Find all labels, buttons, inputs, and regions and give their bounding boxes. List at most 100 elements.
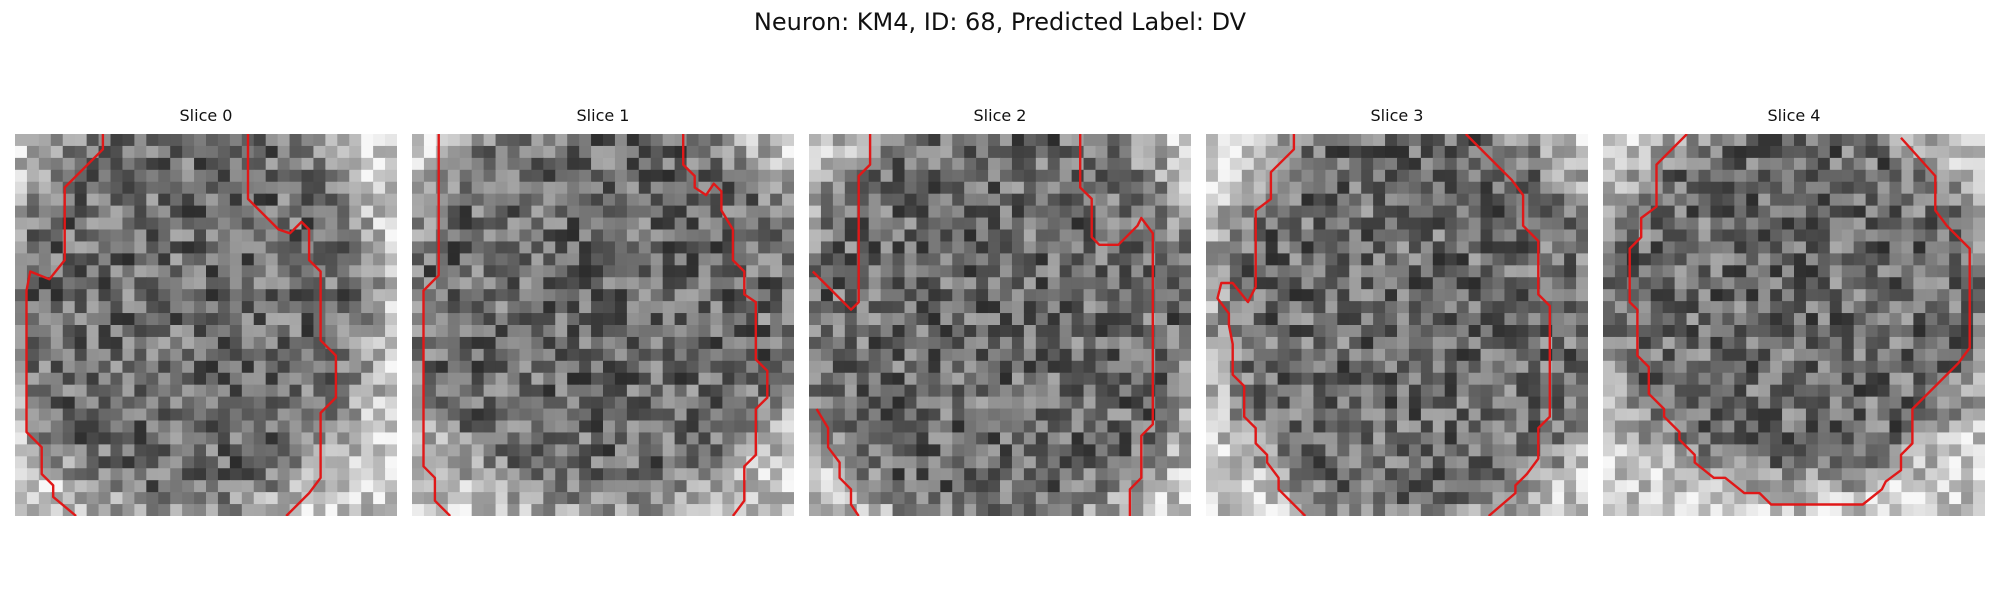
pixel-cell <box>579 504 592 516</box>
pixel-cell <box>1385 145 1398 159</box>
pixel-cell <box>1000 289 1013 302</box>
pixel-cell <box>241 205 255 219</box>
pixel-cell <box>86 301 100 314</box>
pixel-cell <box>146 253 159 266</box>
pixel-cell <box>325 181 338 195</box>
pixel-cell <box>1770 420 1783 434</box>
pixel-cell <box>1289 504 1303 516</box>
pixel-cell <box>1710 420 1723 434</box>
pixel-cell <box>1758 408 1771 422</box>
pixel-cell <box>1504 396 1517 410</box>
pixel-cell <box>1023 145 1037 159</box>
pixel-cell <box>423 265 437 278</box>
pixel-cell <box>1456 277 1470 290</box>
pixel-cell <box>603 134 616 147</box>
pixel-cell <box>277 289 291 302</box>
pixel-cell <box>1468 301 1482 314</box>
pixel-cell <box>1011 241 1025 254</box>
pixel-cell <box>182 265 195 278</box>
pixel-cell <box>1011 134 1025 147</box>
pixel-cell <box>1206 181 1219 195</box>
pixel-cell <box>158 336 171 350</box>
pixel-cell <box>579 480 592 493</box>
pixel-cell <box>1083 336 1097 350</box>
pixel-cell <box>170 241 183 254</box>
pixel-cell <box>1361 456 1374 469</box>
pixel-cell <box>1361 360 1374 374</box>
pixel-cell <box>1782 229 1795 243</box>
pixel-cell <box>182 480 195 493</box>
pixel-cell <box>940 384 953 398</box>
pixel-cell <box>1083 396 1097 410</box>
pixel-cell <box>662 372 676 386</box>
pixel-cell <box>1614 229 1628 243</box>
pixel-cell <box>1253 396 1267 410</box>
pixel-cell <box>638 277 652 290</box>
pixel-cell <box>1167 360 1180 374</box>
pixel-cell <box>1301 348 1315 362</box>
pixel-cell <box>1698 301 1712 314</box>
pixel-cell <box>1277 420 1291 434</box>
pixel-cell <box>74 432 88 445</box>
pixel-cell <box>1650 348 1664 362</box>
pixel-cell <box>86 241 100 254</box>
pixel-cell <box>832 325 846 338</box>
pixel-cell <box>265 145 279 159</box>
pixel-cell <box>1385 348 1398 362</box>
pixel-cell <box>1925 253 1938 266</box>
pixel-cell <box>1059 301 1073 314</box>
pixel-cell <box>1734 265 1747 278</box>
pixel-cell <box>15 504 28 516</box>
pixel-cell <box>217 181 231 195</box>
pixel-cell <box>1119 432 1132 445</box>
pixel-cell <box>158 313 171 326</box>
pixel-cell <box>1023 205 1037 219</box>
pixel-cell <box>134 265 147 278</box>
pixel-cell <box>1059 277 1073 290</box>
pixel-cell <box>1794 313 1807 326</box>
pixel-cell <box>265 336 279 350</box>
pixel-cell <box>1674 277 1688 290</box>
pixel-cell <box>567 241 580 254</box>
pixel-cell <box>832 420 846 434</box>
pixel-cell <box>423 420 437 434</box>
pixel-cell <box>277 348 291 362</box>
pixel-cell <box>964 480 977 493</box>
pixel-cell <box>38 253 52 266</box>
pixel-cell <box>1949 408 1962 422</box>
pixel-cell <box>952 456 965 469</box>
pixel-cell <box>423 456 437 469</box>
pixel-cell <box>1408 360 1422 374</box>
pixel-cell <box>844 193 858 207</box>
pixel-cell <box>483 468 497 481</box>
pixel-cell <box>1961 253 1974 266</box>
pixel-cell <box>1408 492 1422 505</box>
pixel-cell <box>555 301 568 314</box>
pixel-cell <box>1576 336 1588 350</box>
pixel-cell <box>158 325 171 338</box>
pixel-cell <box>206 193 219 207</box>
pixel-cell <box>1516 325 1529 338</box>
pixel-cell <box>531 277 544 290</box>
pixel-cell <box>507 193 521 207</box>
pixel-cell <box>1949 289 1962 302</box>
pixel-cell <box>1817 348 1831 362</box>
pixel-cell <box>1650 336 1664 350</box>
pixel-cell <box>134 169 147 183</box>
pixel-cell <box>928 301 941 314</box>
pixel-cell <box>1444 456 1458 469</box>
pixel-cell <box>1492 420 1506 434</box>
pixel-cell <box>1408 468 1422 481</box>
pixel-cell <box>1564 217 1577 231</box>
pixel-cell <box>1853 348 1867 362</box>
pixel-cell <box>1217 420 1231 434</box>
pixel-cell <box>1206 193 1219 207</box>
pixel-cell <box>952 408 965 422</box>
pixel-cell <box>1686 181 1700 195</box>
pixel-cell <box>301 145 315 159</box>
pixel-cell <box>277 504 291 516</box>
pixel-cell <box>1829 420 1843 434</box>
pixel-cell <box>483 360 497 374</box>
pixel-cell <box>373 217 386 231</box>
pixel-cell <box>1782 396 1795 410</box>
